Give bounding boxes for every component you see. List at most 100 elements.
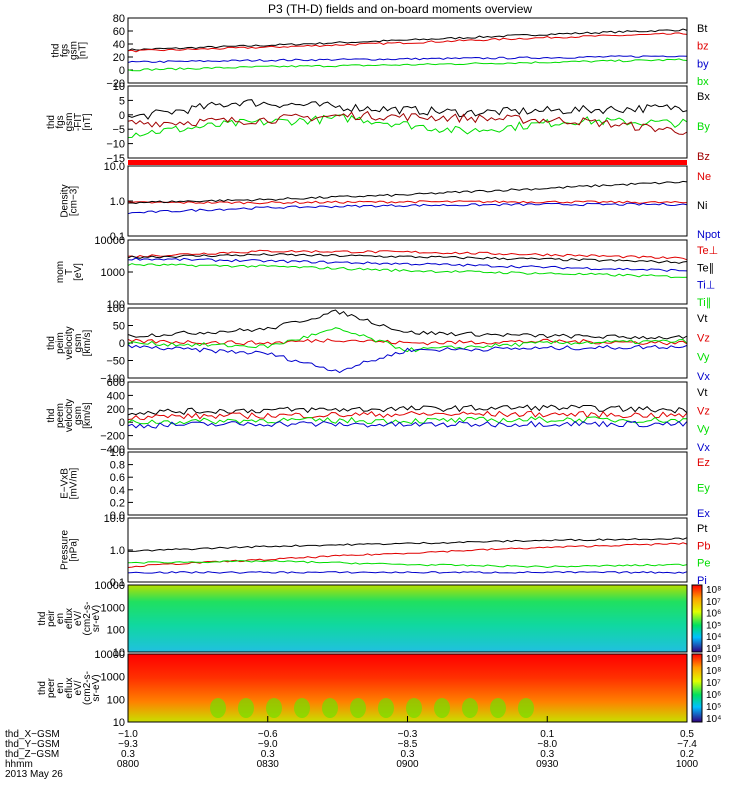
legend-Npot: Npot [697,229,720,241]
ytick-label: −15 [106,153,125,165]
axis-row-label: thd_Y−GSM [5,739,60,750]
legend-By: By [697,121,710,133]
ylabel-line: eflux [64,677,75,698]
ylabel-line: thd [46,336,57,350]
panel-2: thdfgsgsm-FIT[nT] 10 5 0 −5 −10 −15 Bx By Bz [46,81,710,165]
date-label: 2013 May 26 [5,769,63,780]
legend-Pb: Pb [697,540,710,552]
series-Ti⊥ [127,257,688,272]
series-Vz [127,410,688,421]
ytick-label: −50 [106,356,125,368]
legend-Te∥: Te∥ [697,262,714,274]
axis-row-value: −0.3 [398,729,418,740]
panel-ylabel: Pressure[nPa] [60,530,80,570]
spectrogram-feature [518,698,534,718]
series-Vt [127,404,688,416]
panel-4: momT[eV] 10000 1000 100 Te⊥ Te∥ Ti⊥ Ti∥ [55,235,718,311]
legend-Vz: Vz [697,405,710,417]
panel-5: thdpeimvelocitygsm[km/s] 100 50 0 −50 −100 Vt V… [46,303,710,385]
ytick-label: 1.0 [110,545,125,557]
panel-frame [127,381,688,450]
ylabel-line: gsm [64,113,75,132]
series-Vy [127,416,688,425]
series-Pb [127,542,688,568]
axis-row-value: 0830 [257,759,280,770]
ytick-label: 0.2 [110,497,125,509]
axis-row-value: −1.0 [118,729,138,740]
ylabel-line: en [55,613,66,624]
spectrogram [128,585,687,652]
spectrogram-feature [322,698,338,718]
ytick-label: 1000 [101,602,125,614]
legend-Ex: Ex [697,508,710,520]
axis-row-value: 0.3 [121,749,135,760]
series-Vt [127,309,688,340]
colorbar-label: 10⁷ [706,597,721,608]
colorbar-label: 10⁵ [706,702,721,713]
ytick-label: 100 [107,299,125,311]
ytick-label: 100 [107,303,125,315]
ylabel-line: [km/s] [82,329,93,356]
ytick-label: 1000 [101,267,125,279]
panel-7: E−VxB[mV/m] 1.00.80.60.40.20.0 Ez Ey Ex [60,447,711,522]
legend-Bz: Bz [697,151,710,163]
axis-row-value: 0.2 [680,749,694,760]
panel-ylabel: thdpeerenefluxeV/(cm2-s-sr-eV) [37,671,102,705]
ytick-label: 0 [119,338,125,350]
colorbar [691,653,703,723]
legend-by: by [697,58,709,70]
ylabel-line: gsm [69,41,80,60]
legend-Vz: Vz [697,332,710,344]
ylabel-line: thd [37,681,48,695]
ylabel-line: [nT] [82,113,93,130]
ylabel-line: fgs [60,44,71,57]
ytick-label: 10.0 [104,513,125,525]
ylabel-line: peim [55,332,66,354]
ylabel-line: thd [46,409,57,423]
axis-row-value: −8.0 [537,739,557,750]
axis-row-value: 0930 [536,759,559,770]
ylabel-line: Density [60,184,71,217]
colorbar-label: 10⁴ [706,714,721,725]
ylabel-line: [cm−3] [69,186,80,217]
ytick-label: 0.8 [110,460,125,472]
panel-frame [127,307,688,379]
ytick-label: −200 [100,431,125,443]
series-Vy [127,327,688,353]
panel-frame [127,517,688,583]
spectrogram-feature [378,698,394,718]
ytick-label: 1.0 [110,196,125,208]
panel-ylabel: thdpeemvelocitygsm[km/s] [46,399,93,432]
axis-row-value: 0.3 [401,749,415,760]
ylabel-line: [eV] [73,263,84,281]
ylabel-line: peem [55,403,66,428]
axis-row-value: −9.0 [258,739,278,750]
legend-Pt: Pt [697,523,707,535]
ylabel-line: [km/s] [82,402,93,429]
ytick-label: 5 [119,95,125,107]
panel-frame [127,451,688,516]
ytick-label: 400 [107,390,125,402]
ytick-label: −5 [112,124,125,136]
ylabel-line: thd [46,115,57,129]
panel-3: Density[cm−3] 10.0 1.0 0.1 Ne Ni Npot [60,161,721,243]
series-by [127,55,688,64]
panel-frame [127,239,688,305]
panel-8: Pressure[nPa] 10.0 1.0 0.1 Pt Pb Pe Pi [60,513,711,589]
ylabel-line: (cm2-s- [82,671,93,705]
axis-row-value: 0.3 [261,749,275,760]
ytick-label: 40 [113,39,125,51]
ylabel-line: (cm2-s- [82,602,93,636]
axis-row-value: 0.3 [540,749,554,760]
series-Ti∥ [127,263,688,279]
legend-Bx: Bx [697,91,710,103]
series-bx [127,58,688,72]
panel-ylabel: E−VxB[mV/m] [60,467,80,499]
series-Te∥ [127,253,688,264]
divider-band [128,160,687,165]
legend-Vx: Vx [697,442,710,454]
axis-row-value: 0900 [396,759,419,770]
ytick-label: −400 [100,444,125,456]
